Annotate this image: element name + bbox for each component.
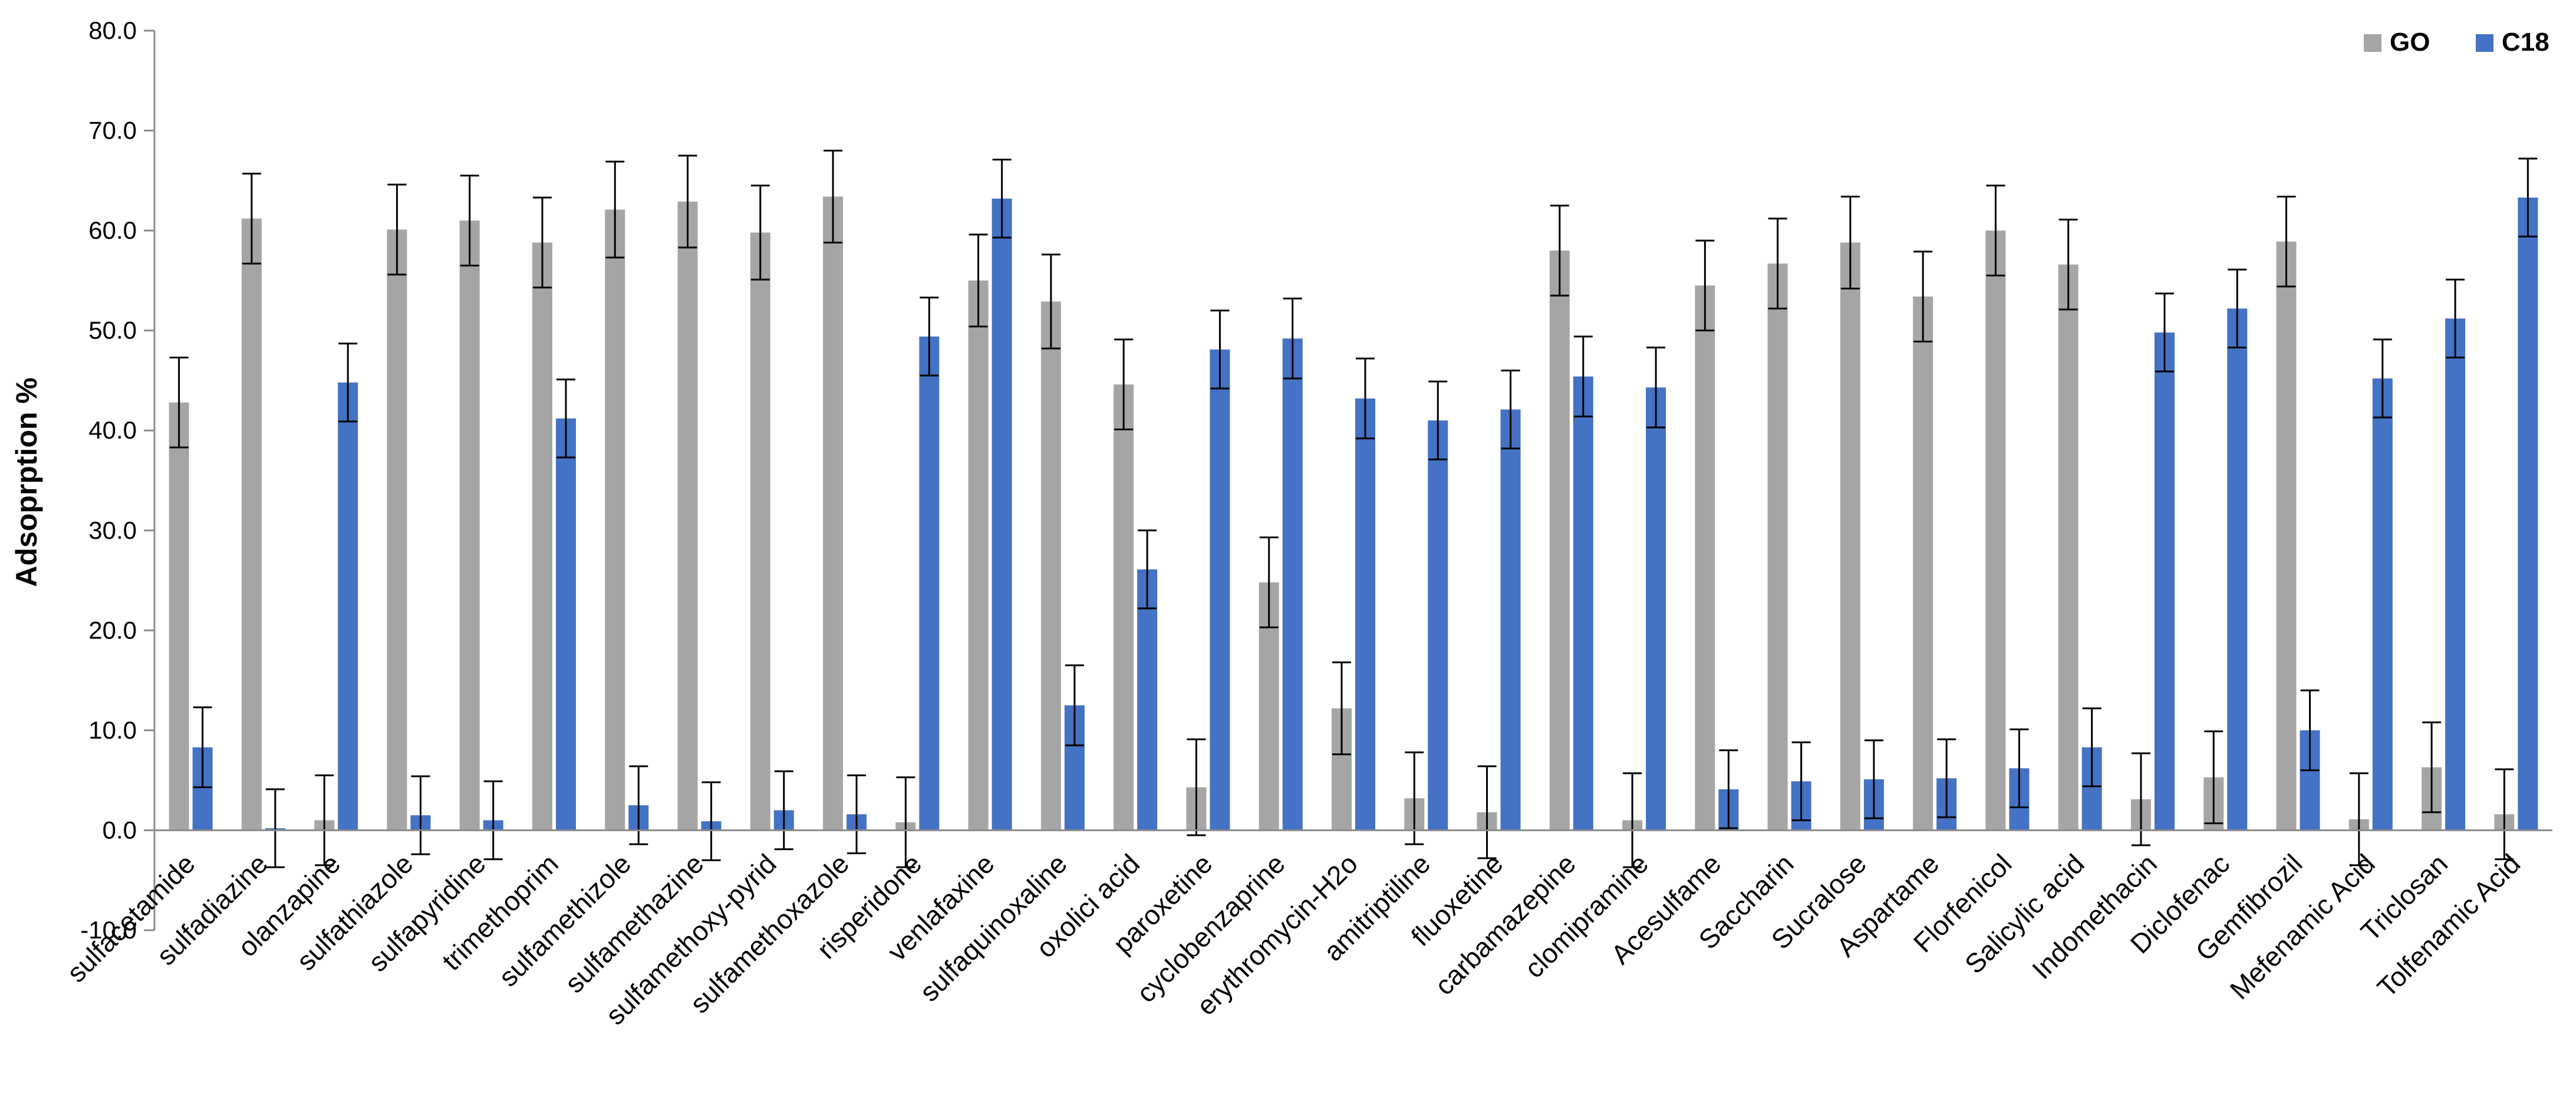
bar-go (1040, 301, 1061, 831)
legend-label-c18: C18 (2502, 28, 2549, 57)
bar-go (241, 218, 262, 831)
bar-go (605, 209, 625, 831)
bar-go (1114, 384, 1134, 831)
y-axis-label: Adsoprption % (10, 377, 43, 587)
y-tick-label: -10.0 (80, 916, 137, 944)
y-tick-label: 10.0 (88, 716, 137, 744)
bar-go (2058, 264, 2078, 831)
bar-c18 (1428, 420, 1448, 831)
bar-go (2276, 241, 2297, 831)
bar-c18 (919, 336, 940, 831)
y-tick-label: 40.0 (88, 416, 137, 444)
legend-label-go: GO (2390, 28, 2430, 57)
bar-go (823, 196, 844, 831)
bar-go (387, 229, 407, 831)
bar-c18 (338, 382, 358, 831)
legend-swatch-c18 (2476, 34, 2493, 52)
bar-c18 (2227, 308, 2248, 831)
bar-go (1695, 285, 1715, 831)
legend: GO C18 (2364, 28, 2549, 57)
y-tick-label: 0.0 (103, 816, 137, 844)
y-tick-label: 60.0 (88, 216, 137, 244)
bar-c18 (1137, 569, 1158, 831)
bar-c18 (2155, 332, 2175, 831)
bar-go (1985, 230, 2006, 831)
bar-c18 (1646, 387, 1666, 831)
bar-go (750, 232, 770, 831)
bar-c18 (1210, 349, 1230, 831)
bar-go (169, 402, 189, 831)
bar-c18 (1282, 338, 1303, 831)
plot-area: -10.0 0.0 10.0 20.0 30.0 40.0 50.0 60.0 70.0 80.0… (61, 17, 2552, 1030)
y-tick-label: 80.0 (88, 17, 137, 44)
y-tick-label: 20.0 (88, 616, 137, 644)
bar-go (677, 201, 698, 831)
x-tick-label: Indomethacin (2026, 848, 2163, 985)
bar-go (1549, 251, 1570, 831)
bar-go (1840, 242, 1860, 831)
y-tick-label: 50.0 (88, 317, 137, 344)
bar-c18 (991, 198, 1012, 831)
bar-c18 (1573, 376, 1593, 831)
y-tick-label: 30.0 (88, 516, 137, 544)
legend-swatch-go (2364, 34, 2381, 52)
bar-go (459, 220, 480, 831)
bar-c18 (1355, 398, 1375, 831)
bar-go (1913, 297, 1933, 831)
bar-c18 (2518, 197, 2538, 831)
bar-c18 (556, 418, 576, 831)
bar-c18 (2445, 318, 2466, 831)
bar-go (532, 242, 552, 831)
bar-go (968, 280, 989, 831)
y-tick-label: 70.0 (88, 117, 137, 144)
bar-c18 (1500, 409, 1521, 831)
bar-c18 (2372, 378, 2393, 831)
bar-go (1767, 264, 1788, 831)
